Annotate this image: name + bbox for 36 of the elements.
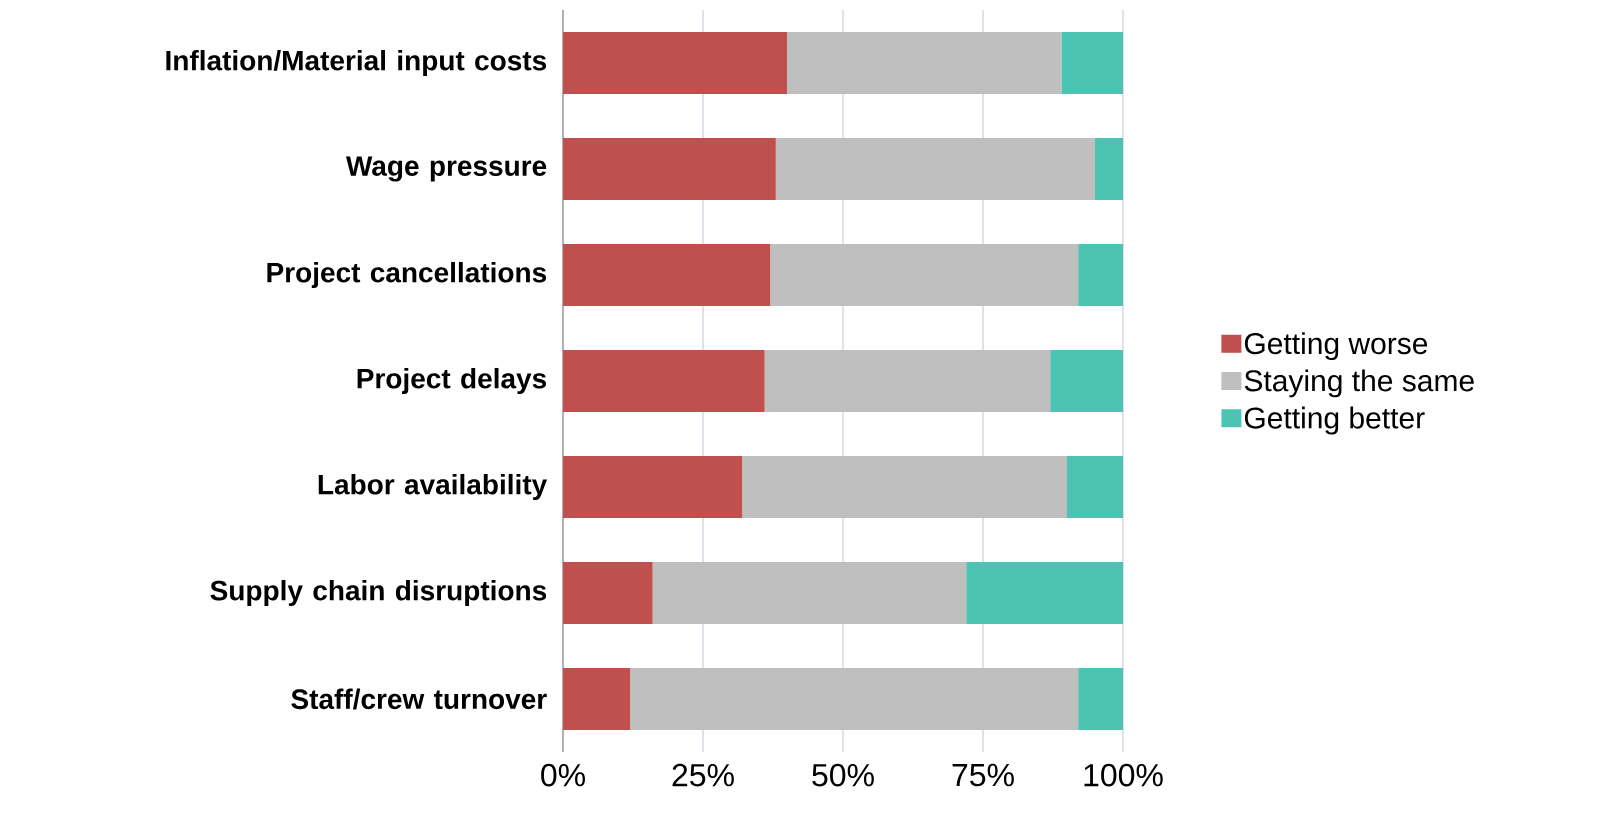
y-tick-label: Wage pressure — [345, 156, 547, 182]
bar — [966, 562, 1123, 624]
bar — [1095, 138, 1123, 200]
bar — [770, 244, 1079, 306]
y-tick-label: Project delays — [357, 367, 547, 395]
bar — [652, 562, 967, 624]
bar — [563, 562, 653, 624]
x-tick-label: 25% — [672, 763, 734, 787]
bar — [630, 668, 1079, 730]
bar — [1078, 244, 1123, 306]
bar — [563, 350, 765, 412]
x-tick-label: 50% — [812, 763, 874, 787]
legend-label: Getting better — [1244, 406, 1425, 435]
bar — [742, 456, 1067, 518]
bar — [787, 32, 1062, 94]
y-tick-label: Supply chain disruptions — [210, 579, 547, 607]
y-tick-label: Labor availability — [318, 473, 548, 501]
bar — [1050, 350, 1123, 412]
bar — [563, 138, 776, 200]
y-tick-label: Staff/crew turnover — [291, 688, 547, 710]
x-tick-label: 75% — [952, 763, 1014, 787]
x-tick-label: 100% — [1084, 763, 1163, 787]
bar — [1067, 456, 1123, 518]
bar — [563, 32, 787, 94]
bar — [775, 138, 1095, 200]
y-tick-label: Inflation/Material input costs — [166, 49, 547, 77]
legend-label: Staying the same — [1244, 369, 1474, 398]
legend-label: Getting worse — [1244, 332, 1428, 361]
bar — [563, 244, 771, 306]
y-tick-label: Project cancellations — [267, 261, 547, 289]
bar — [764, 350, 1051, 412]
bar — [563, 456, 743, 518]
bar — [1078, 668, 1123, 730]
x-tick-label: 0% — [541, 763, 585, 787]
bar — [1061, 32, 1123, 94]
bar — [563, 668, 631, 730]
